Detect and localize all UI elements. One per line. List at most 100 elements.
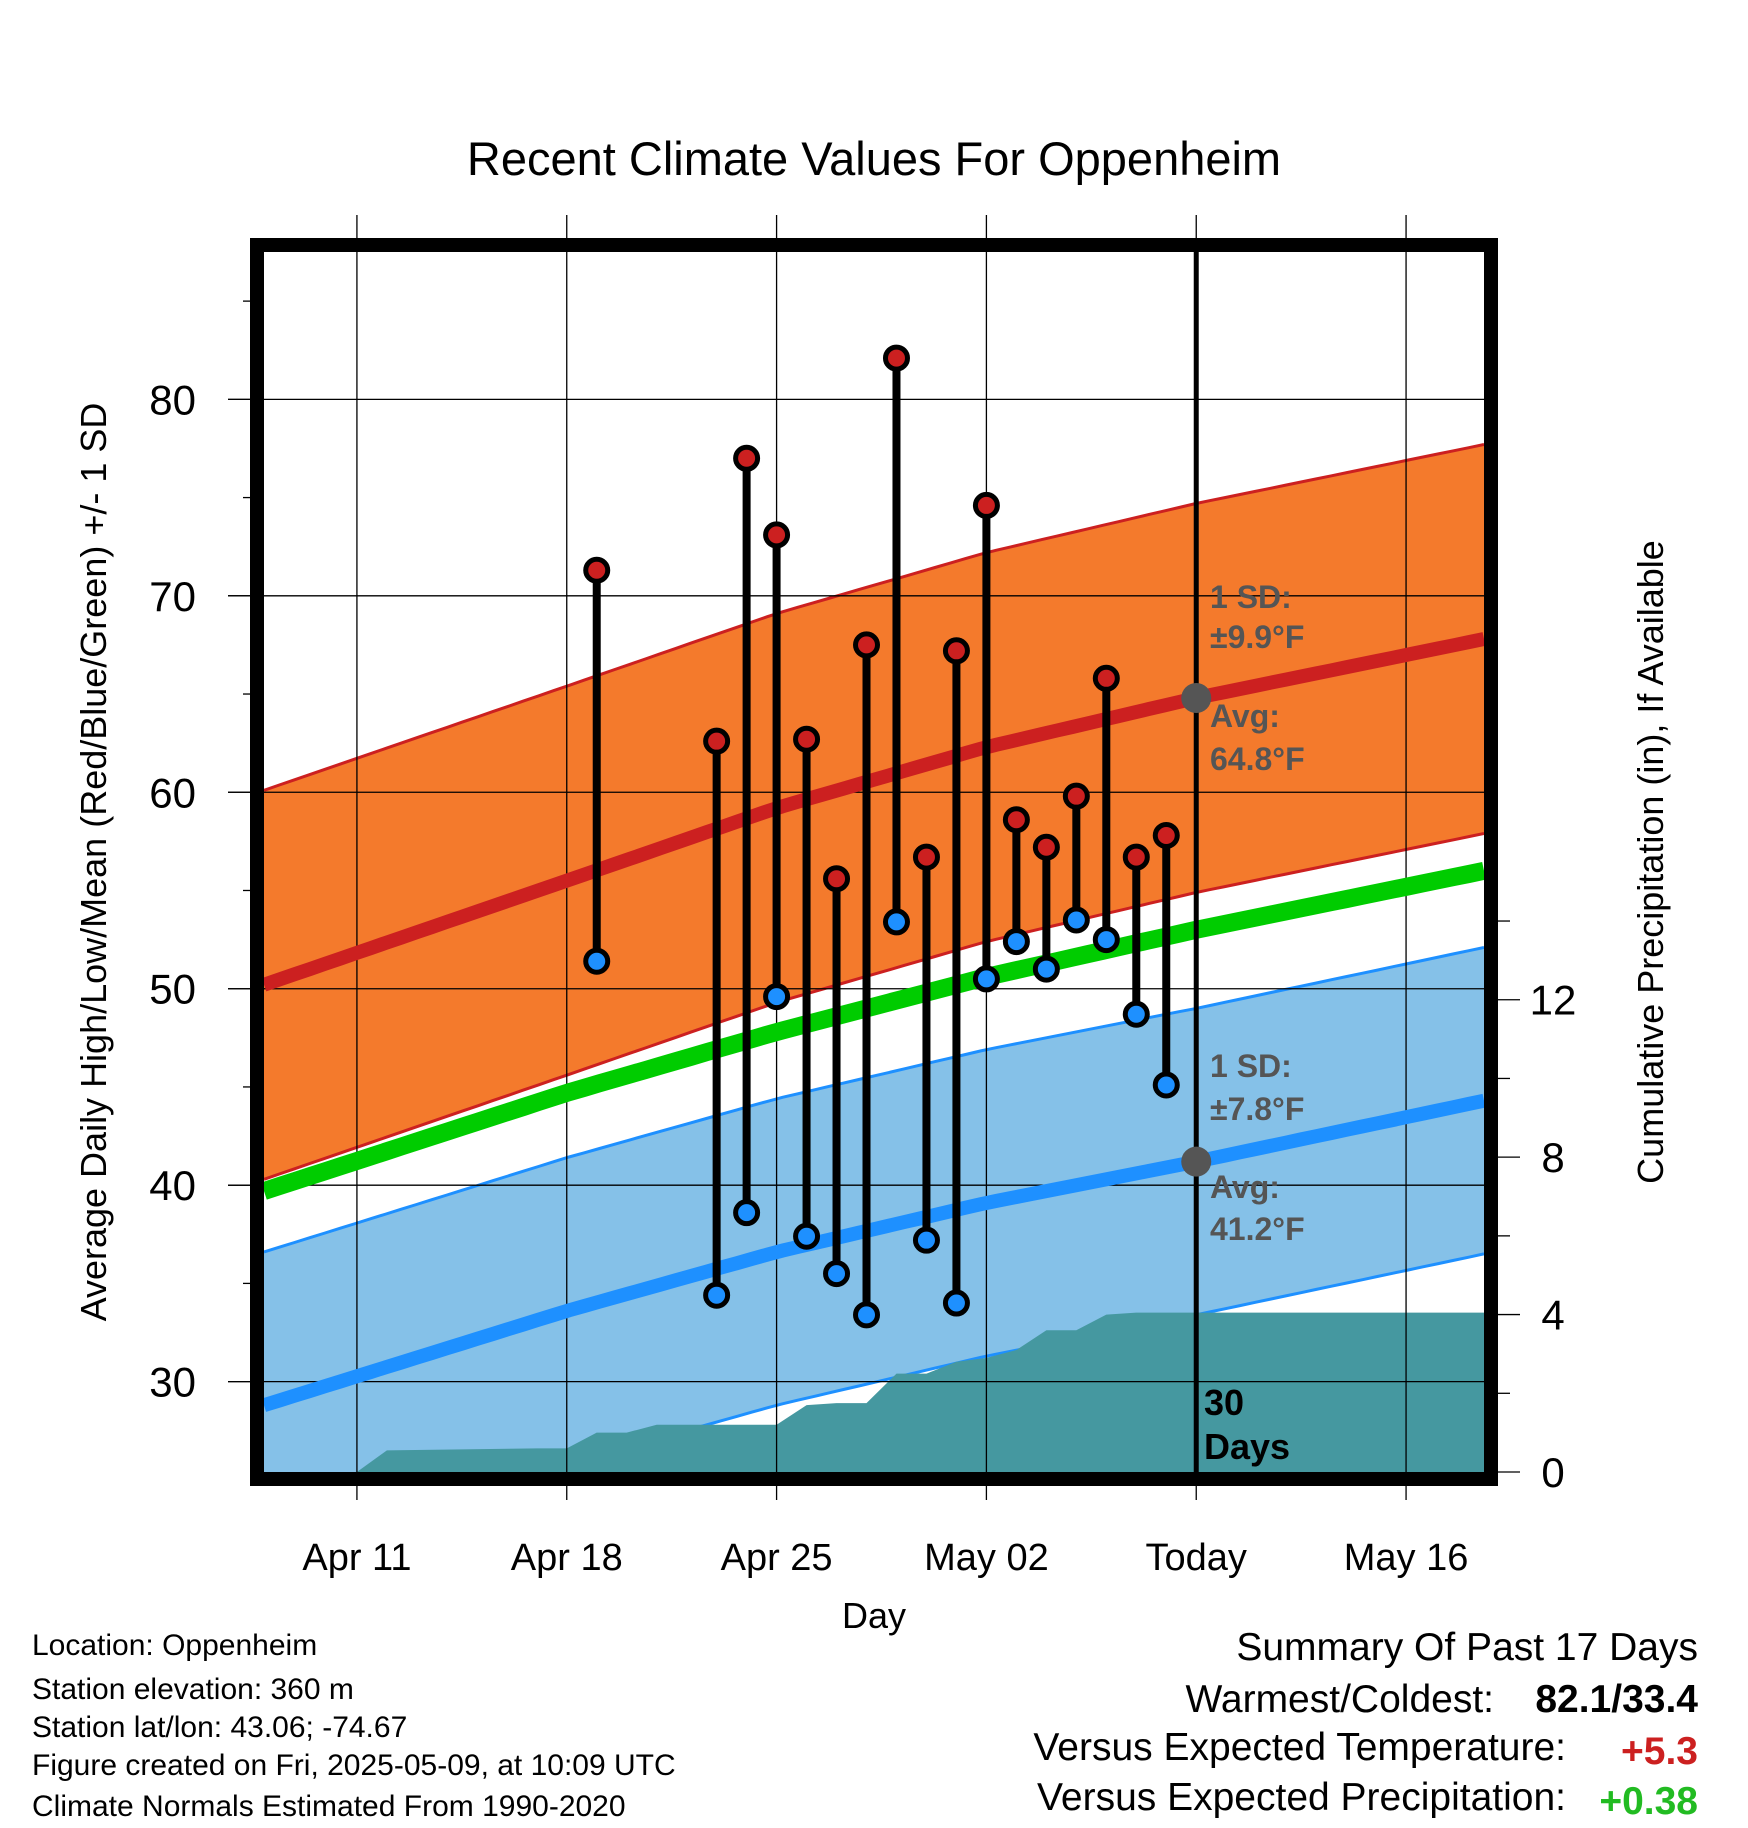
high-sd-annotation: 1 SD: ±9.9°F [1210, 579, 1304, 655]
info-created: Figure created on Fri, 2025-05-09, at 10… [32, 1749, 676, 1782]
daily-high-dot [1002, 806, 1030, 834]
info-normals: Climate Normals Estimated From 1990-2020 [32, 1790, 626, 1823]
low-sd-band [264, 947, 1484, 1472]
vs-precip-value: +0.38 [1599, 1780, 1698, 1823]
daily-low-dot [1152, 1071, 1180, 1099]
today-high-avg-dot [1181, 682, 1212, 713]
info-location: Location: Oppenheim [32, 1629, 317, 1662]
x-axis-ticks: Apr 11 Apr 18 Apr 25 May 02 Today May 16 [302, 1537, 1468, 1579]
high-sd-value: ±9.9°F [1210, 619, 1304, 655]
plot-frame [250, 238, 1498, 1486]
low-avg-label: Avg: [1210, 1169, 1280, 1205]
low-sd-upper-edge [264, 946, 1484, 1254]
warmest-coldest-label: Warmest/Coldest: [1186, 1678, 1494, 1721]
high-avg-annotation: Avg: 64.8°F [1210, 698, 1305, 777]
daily-low-dot [882, 908, 910, 936]
y-tick-label: 70 [149, 573, 196, 620]
daily-low-dot [912, 1226, 940, 1254]
x-tick-label: Today [1146, 1537, 1247, 1579]
y-axis-ticks: 30 40 50 60 70 80 [149, 300, 250, 1406]
y2-tick-label: 8 [1541, 1134, 1564, 1181]
daily-low-dot [972, 965, 1000, 993]
today-low-avg-dot [1181, 1146, 1212, 1177]
today-average-markers [1181, 682, 1212, 1177]
daily-high-dot [823, 865, 851, 893]
y-tick-label: 50 [149, 966, 196, 1013]
days-word: Days [1204, 1426, 1290, 1467]
high-sd-upper-edge [264, 443, 1484, 792]
daily-high-dot [793, 725, 821, 753]
high-avg-value: 64.8°F [1210, 741, 1305, 777]
y2-tick-label: 4 [1541, 1292, 1564, 1339]
y2-axis-label: Cumulative Precipitation (in), If Availa… [1630, 540, 1671, 1184]
low-sd-lower-edge [536, 1252, 1484, 1472]
days-number: 30 [1204, 1382, 1244, 1423]
daily-low-dot [1032, 955, 1060, 983]
y2-axis-ticks: 0 4 8 12 [1498, 920, 1577, 1496]
daily-high-dot [1152, 821, 1180, 849]
station-info: Location: Oppenheim Station elevation: 3… [32, 1629, 676, 1823]
summary-title: Summary Of Past 17 Days [1236, 1626, 1698, 1669]
daily-high-dot [942, 637, 970, 665]
x-tick-label: Apr 18 [511, 1537, 623, 1579]
low-sd-annotation: 1 SD: ±7.8°F [1210, 1048, 1304, 1127]
vs-precip-label: Versus Expected Precipitation: [1037, 1776, 1566, 1819]
y-tick-label: 80 [149, 376, 196, 423]
normals-lines [264, 632, 1484, 1412]
daily-low-dot [583, 947, 611, 975]
daily-low-dot [703, 1281, 731, 1309]
daily-high-dot [912, 843, 940, 871]
daily-high-dot [1062, 782, 1090, 810]
daily-high-dot [763, 521, 791, 549]
warmest-coldest-value: 82.1/33.4 [1535, 1678, 1698, 1721]
y2-tick-label: 0 [1541, 1449, 1564, 1496]
low-avg-annotation: Avg: 41.2°F [1210, 1169, 1305, 1247]
low-normal-line [264, 1093, 1484, 1412]
mean-normal-line [264, 861, 1484, 1200]
daily-low-dot [853, 1301, 881, 1329]
x-tick-label: May 16 [1344, 1537, 1469, 1579]
y-tick-label: 40 [149, 1162, 196, 1209]
daily-high-dot [583, 556, 611, 584]
x-tick-label: May 02 [924, 1537, 1049, 1579]
daily-low-dot [733, 1199, 761, 1227]
high-normal-line [264, 632, 1484, 992]
daily-high-low [583, 344, 1180, 1329]
y2-tick-label: 12 [1530, 977, 1577, 1024]
daily-low-dot [823, 1260, 851, 1288]
daily-high-dot [1092, 664, 1120, 692]
daily-low-dot [1002, 928, 1030, 956]
daily-high-dot [1122, 843, 1150, 871]
x-tick-label: Apr 25 [721, 1537, 833, 1579]
vs-temp-value: +5.3 [1621, 1730, 1698, 1773]
vs-temp-label: Versus Expected Temperature: [1033, 1726, 1566, 1769]
daily-high-dot [1032, 833, 1060, 861]
info-elevation: Station elevation: 360 m [32, 1673, 354, 1706]
precip-fill [264, 1312, 1484, 1472]
days-annotation: 30 Days [1204, 1382, 1290, 1467]
y-tick-label: 60 [149, 769, 196, 816]
chart-title: Recent Climate Values For Oppenheim [467, 132, 1281, 185]
x-tick-label: Apr 11 [302, 1537, 411, 1579]
summary: Summary Of Past 17 Days Warmest/Coldest:… [1033, 1626, 1698, 1823]
low-avg-value: 41.2°F [1210, 1211, 1305, 1247]
daily-high-dot [972, 491, 1000, 519]
low-sd-label: 1 SD: [1210, 1048, 1292, 1084]
daily-high-dot [853, 631, 881, 659]
daily-low-dot [1062, 906, 1090, 934]
high-sd-lower-edge [264, 832, 1484, 1181]
daily-high-dot [703, 727, 731, 755]
daily-high-dot [882, 344, 910, 372]
high-avg-label: Avg: [1210, 698, 1280, 734]
y-axis-label: Average Daily High/Low/Mean (Red/Blue/Gr… [73, 403, 114, 1322]
y-tick-label: 30 [149, 1359, 196, 1406]
x-axis-label: Day [842, 1595, 906, 1636]
daily-low-dot [942, 1289, 970, 1317]
high-sd-band [264, 444, 1484, 1180]
daily-high-dot [733, 444, 761, 472]
daily-low-dot [1122, 1000, 1150, 1028]
normals-bands [264, 443, 1484, 1472]
daily-low-dot [763, 983, 791, 1011]
info-latlon: Station lat/lon: 43.06; -74.67 [32, 1711, 407, 1744]
